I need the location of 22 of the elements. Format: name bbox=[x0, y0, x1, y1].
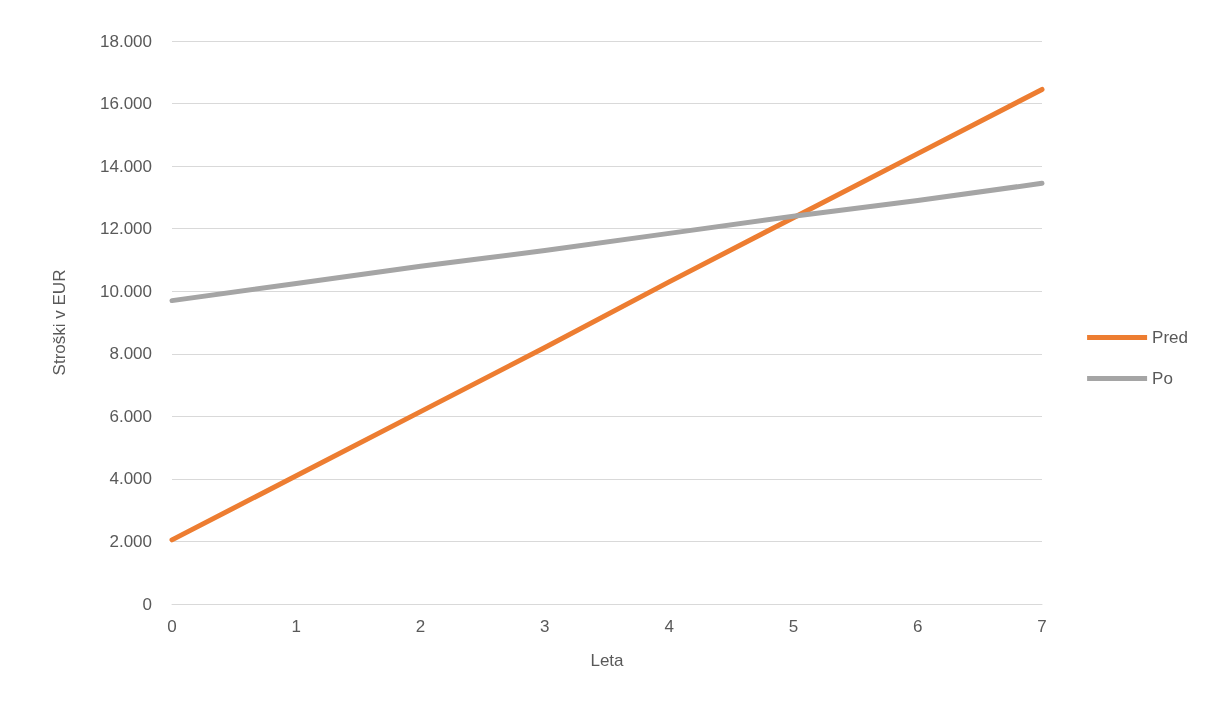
x-tick-label: 4 bbox=[664, 617, 674, 636]
y-tick-label: 2.000 bbox=[109, 531, 152, 551]
y-axis-title: Stroški v EUR bbox=[50, 269, 69, 376]
x-tick-label: 5 bbox=[788, 617, 799, 636]
x-tick-label: 1 bbox=[291, 617, 302, 636]
y-tick-label: 6.000 bbox=[109, 406, 152, 426]
y-tick-label: 18.000 bbox=[100, 31, 152, 51]
x-tick-label: 6 bbox=[912, 617, 923, 636]
legend-label: Po bbox=[1152, 369, 1173, 388]
x-tick-label: 3 bbox=[540, 617, 550, 636]
y-tick-label: 14.000 bbox=[100, 156, 152, 176]
y-tick-label: 4.000 bbox=[109, 469, 152, 489]
x-tick-label: 7 bbox=[1037, 617, 1047, 636]
x-tick-label: 2 bbox=[415, 617, 426, 636]
y-tick-label: 0 bbox=[142, 594, 152, 614]
y-tick-label: 16.000 bbox=[100, 94, 152, 114]
y-tick-label: 12.000 bbox=[100, 219, 152, 239]
legend-label: Pred bbox=[1152, 328, 1189, 347]
x-tick-label: 0 bbox=[167, 617, 177, 636]
y-tick-label: 10.000 bbox=[100, 281, 152, 301]
x-axis-title: Leta bbox=[590, 651, 625, 670]
y-tick-label: 8.000 bbox=[109, 344, 152, 364]
